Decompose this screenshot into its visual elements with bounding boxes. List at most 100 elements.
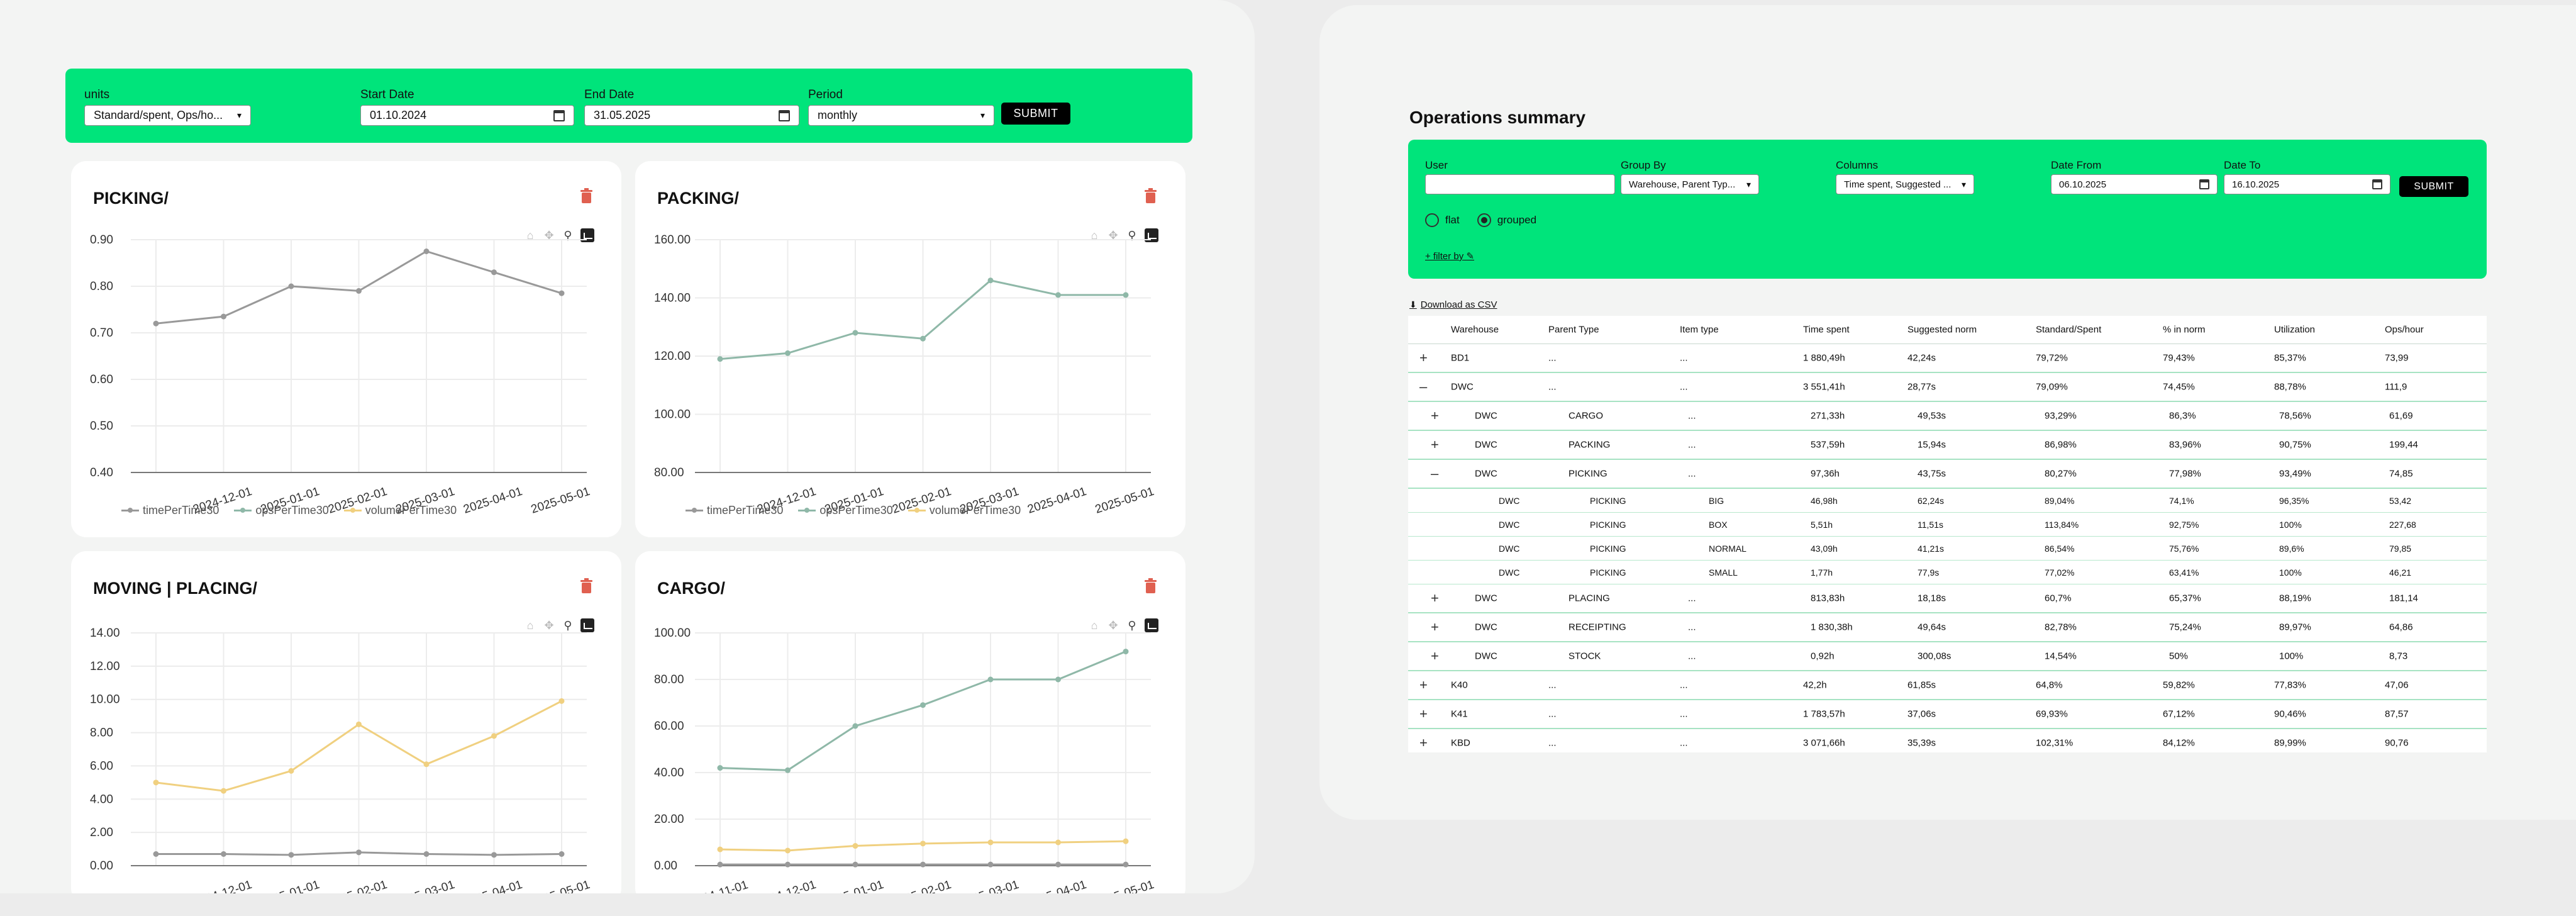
data-point[interactable] — [920, 702, 926, 708]
data-point[interactable] — [987, 839, 994, 846]
user-input[interactable] — [1425, 174, 1615, 194]
expand-icon[interactable]: + — [1419, 677, 1428, 693]
zoom-icon[interactable]: ⚲ — [1128, 618, 1136, 632]
expand-icon[interactable]: + — [1419, 706, 1428, 722]
column-header[interactable]: Standard/Spent — [2036, 324, 2102, 335]
home-icon[interactable]: ⌂ — [526, 618, 534, 632]
column-header[interactable]: % in norm — [2163, 324, 2206, 335]
calendar-icon[interactable] — [779, 109, 790, 121]
chart-download-icon[interactable] — [580, 618, 594, 632]
table-row[interactable]: + DWC PLACING... 813,83h 18,18s 60,7% 65,37% 88… — [1408, 584, 2487, 613]
data-point[interactable] — [1123, 838, 1129, 844]
column-header[interactable]: Time spent — [1803, 324, 1850, 335]
data-point[interactable] — [558, 698, 565, 704]
home-icon[interactable]: ⌂ — [1091, 228, 1098, 242]
data-point[interactable] — [920, 335, 926, 342]
trash-icon[interactable] — [1145, 578, 1157, 593]
pan-icon[interactable]: ✥ — [544, 228, 554, 242]
data-point[interactable] — [423, 761, 430, 768]
pan-icon[interactable]: ✥ — [1108, 228, 1118, 242]
data-point[interactable] — [717, 861, 723, 868]
table-row[interactable]: + DWC STOCK... 0,92h 300,08s 14,54% 50% 100% 8,7… — [1408, 642, 2487, 671]
table-row[interactable]: + K40...... 42,2h 61,85s 64,8% 59,82% 77,83% 47… — [1408, 671, 2487, 700]
column-header[interactable]: Ops/hour — [2385, 324, 2424, 335]
data-point[interactable] — [221, 313, 226, 320]
filter-by-link[interactable]: + filter by ✎ — [1425, 250, 1474, 262]
data-point[interactable] — [288, 768, 294, 774]
data-point[interactable] — [852, 330, 858, 336]
chart-download-icon[interactable] — [580, 228, 594, 242]
columns-select[interactable]: Time spent, Suggested ... ▾ — [1836, 174, 1974, 194]
data-point[interactable] — [1055, 292, 1061, 298]
legend-item[interactable]: timePerTime30 — [686, 504, 783, 517]
chart-download-icon[interactable] — [1145, 618, 1158, 632]
data-point[interactable] — [288, 283, 294, 289]
table-row[interactable]: + DWC CARGO... 271,33h 49,53s 93,29% 86,3% 78,5… — [1408, 402, 2487, 431]
radio-flat-circle[interactable] — [1425, 213, 1439, 227]
data-point[interactable] — [785, 350, 791, 356]
data-point[interactable] — [987, 676, 994, 683]
radio-grouped-circle[interactable] — [1477, 213, 1491, 227]
data-point[interactable] — [1055, 861, 1061, 868]
data-point[interactable] — [717, 356, 723, 362]
expand-icon[interactable]: + — [1431, 619, 1439, 635]
data-point[interactable] — [221, 788, 226, 794]
data-point[interactable] — [1123, 649, 1129, 655]
download-csv-link[interactable]: ⬇ Download as CSV — [1409, 299, 1497, 310]
data-point[interactable] — [491, 733, 497, 739]
expand-icon[interactable]: + — [1419, 350, 1428, 366]
table-row[interactable]: – DWC PICKING... 97,36h 43,75s 80,27% 77,98% 93… — [1408, 460, 2487, 489]
table-row[interactable]: DWC PICKING SMALL 1,77h 77,9s 77,02% 63,41% 100… — [1408, 561, 2487, 584]
data-point[interactable] — [153, 320, 159, 327]
data-point[interactable] — [785, 767, 791, 773]
data-point[interactable] — [987, 861, 994, 868]
zoom-icon[interactable]: ⚲ — [1128, 228, 1136, 242]
legend-item[interactable]: volumePerTime30 — [908, 504, 1021, 517]
data-point[interactable] — [558, 290, 565, 296]
calendar-icon[interactable] — [2199, 179, 2209, 189]
data-point[interactable] — [987, 277, 994, 284]
chart-download-icon[interactable] — [1145, 228, 1158, 242]
table-row[interactable]: + DWC PACKING... 537,59h 15,94s 86,98% 83,96% 9… — [1408, 431, 2487, 460]
expand-icon[interactable]: + — [1431, 590, 1439, 606]
data-point[interactable] — [491, 852, 497, 858]
table-row[interactable]: + KBD...... 3 071,66h 35,39s 102,31% 84,12% 89… — [1408, 729, 2487, 752]
column-header[interactable]: Parent Type — [1548, 324, 1599, 335]
radio-flat[interactable]: flat — [1425, 213, 1460, 227]
column-header[interactable]: Utilization — [2274, 324, 2316, 335]
legend-item[interactable]: volumePerTime30 — [343, 504, 457, 517]
legend-item[interactable]: timePerTime30 — [121, 504, 219, 517]
data-point[interactable] — [785, 847, 791, 854]
legend-item[interactable]: opsPerTime30 — [798, 504, 893, 517]
data-point[interactable] — [423, 851, 430, 857]
table-row[interactable]: DWC PICKING NORMAL 43,09h 41,21s 86,54% 75,76%… — [1408, 537, 2487, 561]
pan-icon[interactable]: ✥ — [544, 618, 554, 632]
dashboard-submit-button[interactable]: SUBMIT — [1001, 103, 1070, 125]
start-date-input[interactable]: 01.10.2024 — [360, 105, 574, 126]
expand-icon[interactable]: + — [1431, 437, 1439, 452]
data-point[interactable] — [852, 723, 858, 729]
data-point[interactable] — [1123, 861, 1129, 868]
data-point[interactable] — [920, 861, 926, 868]
data-point[interactable] — [153, 779, 159, 786]
data-point[interactable] — [852, 861, 858, 868]
calendar-icon[interactable] — [2372, 179, 2382, 189]
collapse-icon[interactable]: – — [1419, 379, 1428, 394]
radio-grouped[interactable]: grouped — [1477, 213, 1536, 227]
data-point[interactable] — [717, 846, 723, 852]
units-select[interactable]: Standard/spent, Ops/ho... ▾ — [84, 105, 251, 126]
table-row[interactable]: – DWC...... 3 551,41h 28,77s 79,09% 74,45% 88,… — [1408, 373, 2487, 402]
date-to-input[interactable]: 16.10.2025 — [2224, 174, 2390, 194]
expand-icon[interactable]: + — [1431, 408, 1439, 423]
ops-submit-button[interactable]: SUBMIT — [2399, 176, 2468, 197]
zoom-icon[interactable]: ⚲ — [564, 228, 572, 242]
home-icon[interactable]: ⌂ — [1091, 618, 1098, 632]
data-point[interactable] — [558, 851, 565, 857]
home-icon[interactable]: ⌂ — [526, 228, 534, 242]
data-point[interactable] — [717, 765, 723, 771]
calendar-icon[interactable] — [553, 109, 565, 121]
data-point[interactable] — [785, 861, 791, 868]
data-point[interactable] — [1055, 676, 1061, 683]
data-point[interactable] — [852, 843, 858, 849]
date-from-input[interactable]: 06.10.2025 — [2051, 174, 2218, 194]
